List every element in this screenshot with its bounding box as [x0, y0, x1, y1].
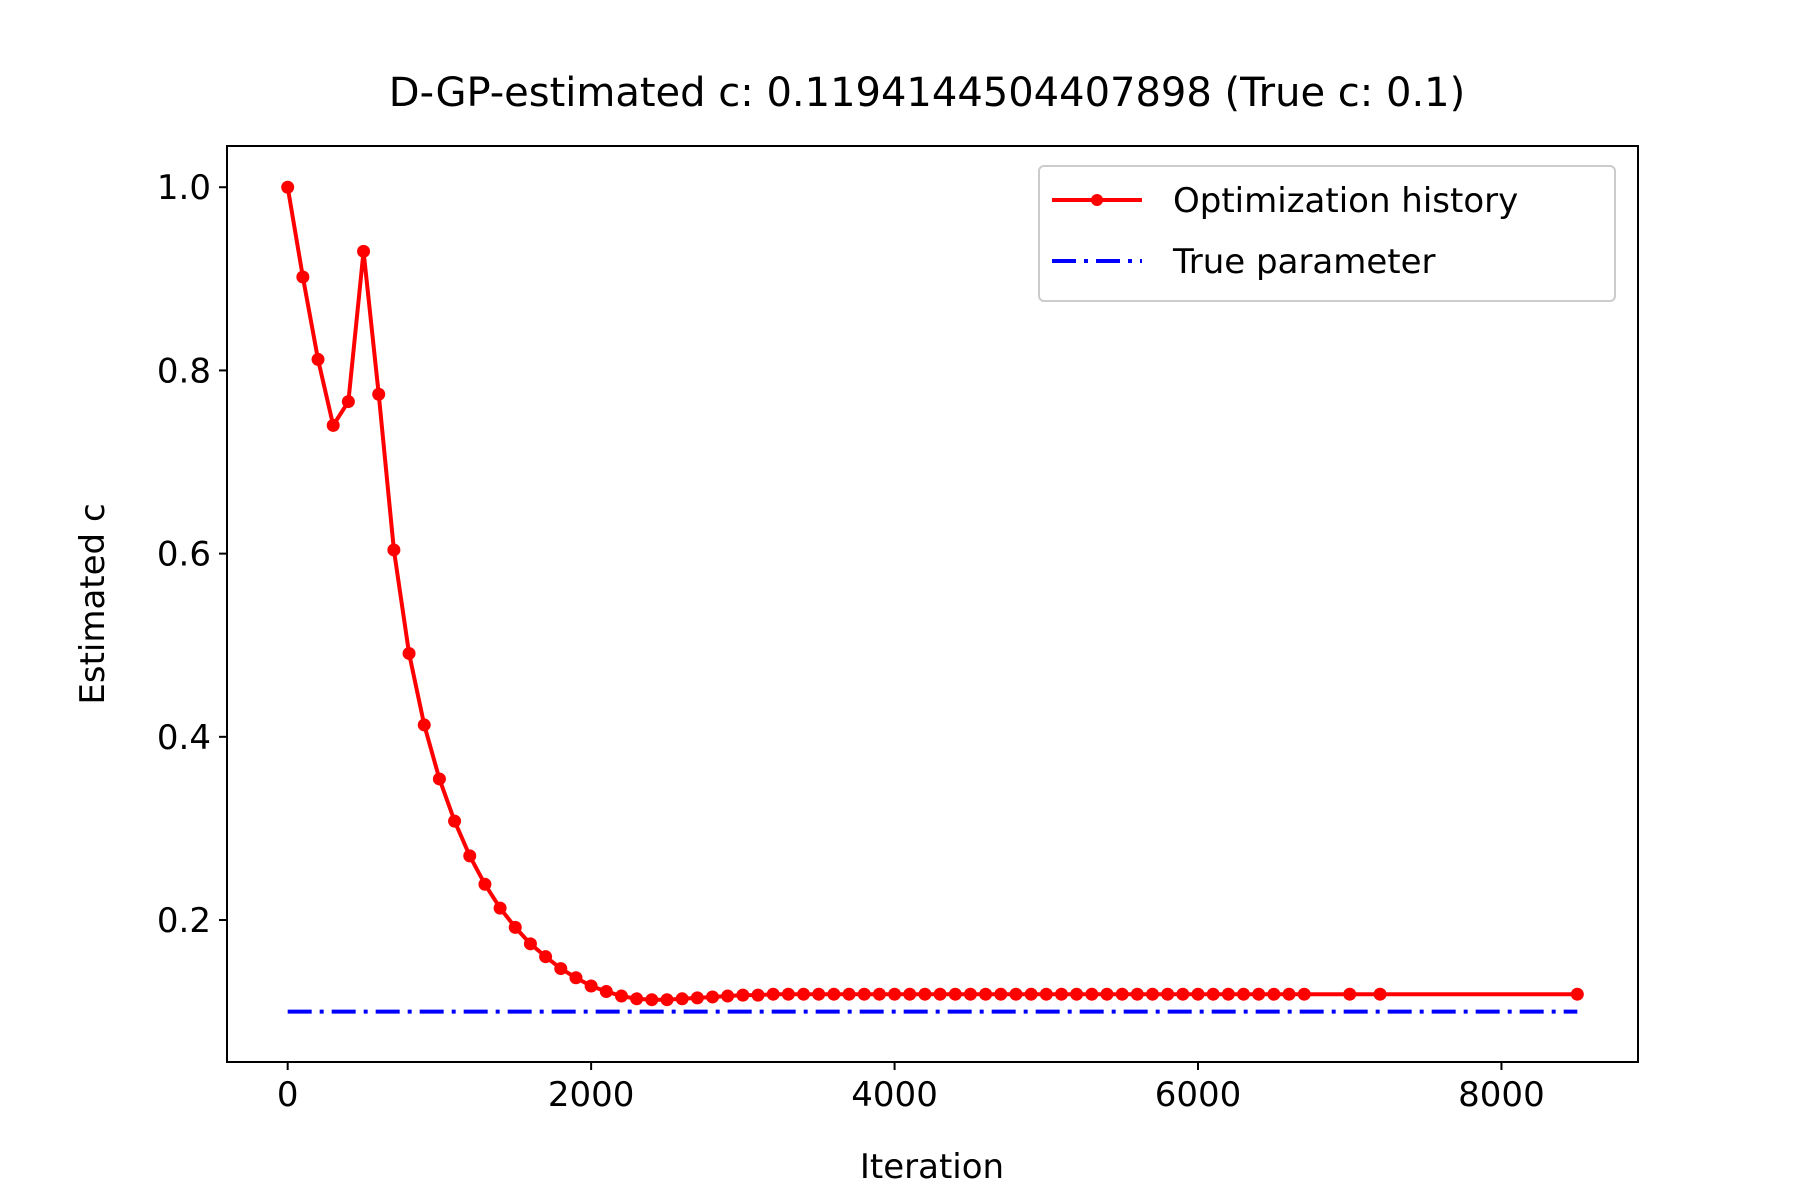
legend-frame [1038, 165, 1616, 302]
data-point [1373, 987, 1387, 1001]
data-point [402, 646, 416, 660]
data-point [523, 937, 537, 951]
data-point [872, 987, 886, 1001]
data-point [1054, 987, 1068, 1001]
data-point [948, 987, 962, 1001]
data-point [1191, 987, 1205, 1001]
data-point [1161, 987, 1175, 1001]
data-point [1343, 987, 1357, 1001]
data-point [797, 987, 811, 1001]
data-point [812, 987, 826, 1001]
x-tick-label: 6000 [1155, 1075, 1242, 1115]
data-point [1115, 987, 1129, 1001]
data-point [1024, 987, 1038, 1001]
legend-marker-optimization-history [1091, 194, 1103, 206]
chart-title: D-GP-estimated c: 0.1194144504407898 (Tr… [389, 70, 1465, 116]
legend-label-optimization-history: Optimization history [1173, 181, 1518, 221]
data-point [630, 992, 644, 1006]
data-point [417, 718, 431, 732]
x-axis-ticks: 0 2000 4000 6000 8000 [277, 1062, 1545, 1115]
data-point [721, 989, 735, 1003]
data-point [387, 543, 401, 557]
x-tick-label: 4000 [851, 1075, 938, 1115]
data-point [1085, 987, 1099, 1001]
data-point [827, 987, 841, 1001]
data-point [1130, 987, 1144, 1001]
data-point [569, 971, 583, 985]
data-point [1237, 987, 1251, 1001]
x-tick-label: 0 [277, 1075, 299, 1115]
data-point [326, 418, 340, 432]
data-point [979, 987, 993, 1001]
data-point [1009, 987, 1023, 1001]
data-point [448, 814, 462, 828]
data-point [584, 979, 598, 993]
data-point [281, 180, 295, 194]
data-point [660, 993, 674, 1007]
data-point [599, 984, 613, 998]
data-point [463, 849, 477, 863]
legend-label-true-parameter: True parameter [1172, 242, 1436, 282]
y-axis-ticks: 0.2 0.4 0.6 0.8 1.0 [157, 168, 227, 941]
y-tick-label: 0.2 [157, 901, 211, 941]
data-point [1570, 987, 1584, 1001]
legend: Optimization history True parameter [1038, 165, 1616, 302]
data-point [372, 387, 386, 401]
data-point [781, 987, 795, 1001]
data-point [1145, 987, 1159, 1001]
data-point [1039, 987, 1053, 1001]
data-point [1176, 987, 1190, 1001]
data-point [1221, 987, 1235, 1001]
data-point [706, 990, 720, 1004]
data-point [311, 352, 325, 366]
y-tick-label: 0.8 [157, 351, 211, 391]
data-point [645, 993, 659, 1007]
y-tick-label: 0.6 [157, 535, 211, 575]
data-point [963, 987, 977, 1001]
data-point [296, 270, 310, 284]
plot-frame [226, 145, 1639, 1063]
data-point [842, 987, 856, 1001]
data-point [1282, 987, 1296, 1001]
data-point [614, 989, 628, 1003]
data-point [736, 988, 750, 1002]
data-point [1252, 987, 1266, 1001]
data-point [478, 877, 492, 891]
y-axis-label: Estimated c [73, 503, 113, 704]
data-point [1070, 987, 1084, 1001]
plot-area: 0 2000 4000 6000 8000 0.2 0.4 0.6 0.8 1.0 [157, 145, 1639, 1115]
data-point [1206, 987, 1220, 1001]
data-point [1297, 987, 1311, 1001]
x-tick-label: 8000 [1458, 1075, 1545, 1115]
data-point [493, 901, 507, 915]
data-point [690, 991, 704, 1005]
data-point [903, 987, 917, 1001]
data-point [918, 987, 932, 1001]
data-point [1100, 987, 1114, 1001]
x-tick-label: 2000 [548, 1075, 635, 1115]
data-point [357, 244, 371, 258]
data-point [1267, 987, 1281, 1001]
data-point [888, 987, 902, 1001]
data-point [508, 920, 522, 934]
y-tick-label: 1.0 [157, 168, 211, 208]
data-point [341, 395, 355, 409]
y-tick-label: 0.4 [157, 718, 211, 758]
data-point [432, 772, 446, 786]
data-point [933, 987, 947, 1001]
data-point [675, 992, 689, 1006]
data-point [994, 987, 1008, 1001]
data-point [554, 962, 568, 976]
data-point [857, 987, 871, 1001]
x-axis-label: Iteration [860, 1147, 1004, 1187]
data-point [766, 987, 780, 1001]
data-point [751, 988, 765, 1002]
series-layer [281, 180, 1584, 1014]
data-point [539, 950, 553, 964]
